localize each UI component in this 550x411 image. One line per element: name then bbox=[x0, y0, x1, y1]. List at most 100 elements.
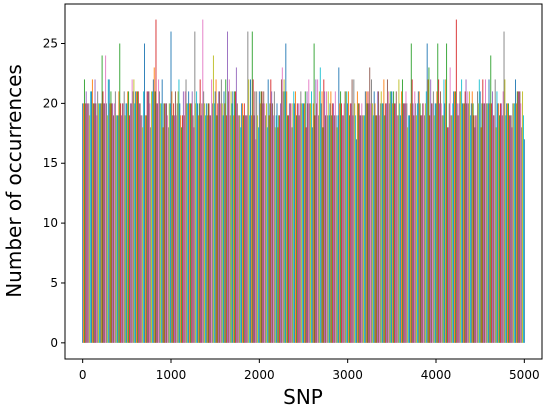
bar bbox=[318, 115, 319, 343]
bar bbox=[444, 103, 446, 343]
bar bbox=[90, 91, 92, 343]
bar bbox=[281, 67, 283, 343]
bar bbox=[187, 103, 189, 343]
bar bbox=[370, 103, 372, 343]
bar bbox=[364, 115, 365, 343]
bar bbox=[320, 103, 322, 343]
bar bbox=[364, 91, 366, 343]
bar bbox=[485, 103, 487, 343]
bar bbox=[292, 103, 294, 343]
bar bbox=[327, 91, 329, 343]
bar bbox=[311, 91, 312, 343]
bar bbox=[453, 91, 455, 343]
bar bbox=[401, 91, 402, 343]
bar bbox=[216, 115, 218, 343]
bar bbox=[136, 91, 138, 343]
bar bbox=[361, 103, 363, 343]
bar bbox=[315, 79, 317, 343]
bar bbox=[481, 103, 483, 343]
bar bbox=[413, 115, 415, 343]
bar bbox=[213, 103, 215, 343]
bar bbox=[423, 103, 425, 343]
bar bbox=[194, 31, 196, 343]
bar bbox=[442, 115, 444, 343]
bar bbox=[114, 103, 115, 343]
bar bbox=[301, 103, 303, 343]
bar bbox=[432, 91, 434, 343]
bar bbox=[330, 91, 332, 343]
bar bbox=[112, 103, 114, 343]
bar bbox=[402, 103, 404, 343]
bar bbox=[424, 115, 425, 343]
bar bbox=[179, 103, 181, 343]
bar bbox=[371, 79, 372, 343]
bar bbox=[351, 79, 353, 343]
bar bbox=[149, 103, 151, 343]
bar bbox=[285, 43, 287, 343]
bar bbox=[507, 103, 509, 343]
bar bbox=[229, 115, 231, 343]
bar bbox=[344, 91, 346, 343]
bar bbox=[441, 115, 443, 343]
bar bbox=[331, 115, 333, 343]
y-axis-label: Number of occurrences bbox=[2, 64, 26, 298]
bar bbox=[429, 115, 431, 343]
bar bbox=[451, 115, 453, 343]
bar bbox=[181, 127, 183, 343]
bar bbox=[308, 79, 310, 343]
bar bbox=[318, 91, 320, 343]
bar bbox=[125, 103, 127, 343]
bar bbox=[263, 91, 265, 343]
bar bbox=[141, 115, 143, 343]
bar bbox=[433, 115, 435, 343]
bar bbox=[299, 103, 301, 343]
bar bbox=[437, 43, 439, 343]
bar bbox=[310, 103, 312, 343]
bar bbox=[432, 103, 433, 343]
bar bbox=[430, 79, 432, 343]
bar bbox=[474, 127, 476, 343]
bar bbox=[338, 67, 340, 343]
bar bbox=[439, 91, 441, 343]
bar bbox=[176, 103, 178, 343]
bar bbox=[345, 91, 347, 343]
bar bbox=[231, 103, 233, 343]
bar bbox=[86, 103, 88, 343]
bar bbox=[476, 115, 478, 343]
bar bbox=[227, 31, 228, 343]
bar bbox=[261, 91, 263, 343]
bar bbox=[115, 115, 117, 343]
bar bbox=[348, 91, 349, 343]
bar bbox=[162, 127, 164, 343]
bar bbox=[520, 103, 522, 343]
bar bbox=[317, 79, 319, 343]
bar bbox=[272, 103, 274, 343]
bar bbox=[91, 91, 92, 343]
bar bbox=[326, 115, 328, 343]
bar bbox=[136, 91, 137, 343]
bar bbox=[277, 127, 279, 343]
bar bbox=[192, 115, 194, 343]
bar bbox=[363, 115, 365, 343]
bar bbox=[197, 115, 199, 343]
bar bbox=[286, 91, 288, 343]
bar bbox=[189, 103, 190, 343]
bar bbox=[287, 115, 289, 343]
bar bbox=[175, 115, 177, 343]
bar bbox=[278, 115, 280, 343]
bar bbox=[495, 127, 497, 343]
bar bbox=[211, 79, 213, 343]
bar bbox=[257, 115, 259, 343]
bar bbox=[118, 91, 120, 343]
bar bbox=[106, 103, 107, 343]
bar bbox=[126, 103, 128, 343]
bar bbox=[269, 103, 271, 343]
bar bbox=[435, 103, 437, 343]
bar bbox=[221, 103, 223, 343]
bar bbox=[397, 115, 399, 343]
bar bbox=[172, 115, 174, 343]
bar bbox=[454, 91, 456, 343]
bar bbox=[189, 103, 191, 343]
y-tick-label: 5 bbox=[50, 276, 58, 290]
bar bbox=[415, 103, 417, 343]
